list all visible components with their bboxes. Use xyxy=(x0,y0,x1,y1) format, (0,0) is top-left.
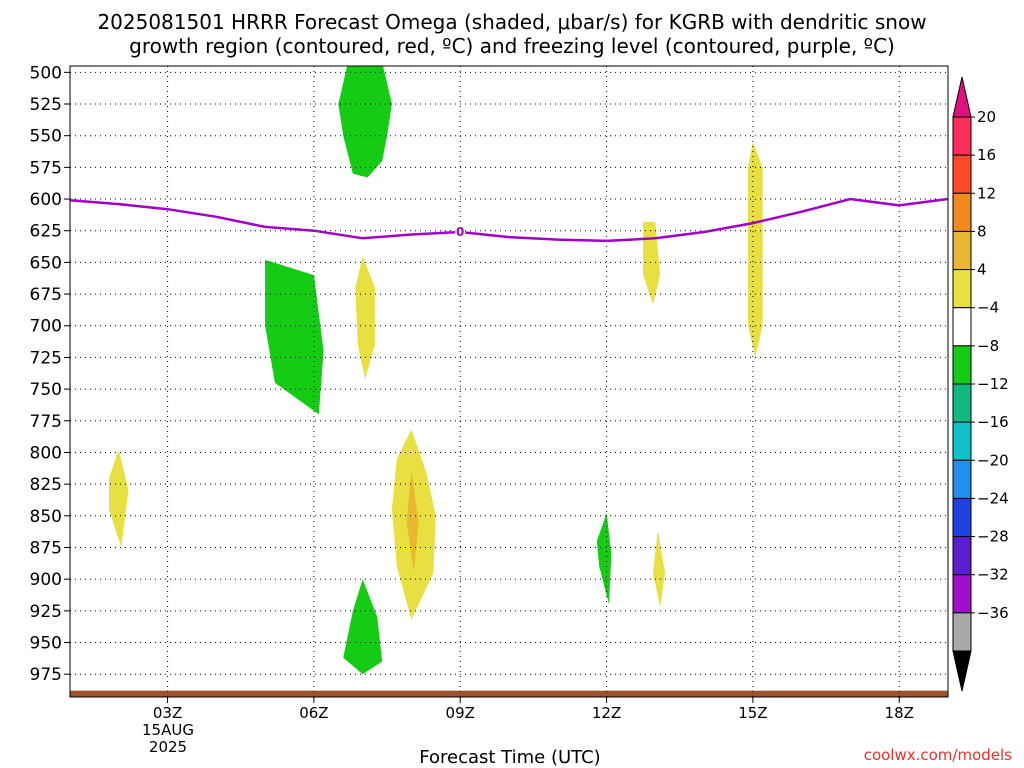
colorbar-label-0: 20 xyxy=(977,108,996,126)
y-tick-label-550: 550 xyxy=(30,127,62,147)
y-tick-label-575: 575 xyxy=(30,158,62,178)
y-tick-label-500: 500 xyxy=(30,63,62,83)
colorbar-label-12: −32 xyxy=(977,566,1009,584)
y-tick-label-625: 625 xyxy=(30,222,62,242)
y-tick-label-900: 900 xyxy=(30,570,62,590)
colorbar-label-7: −12 xyxy=(977,375,1009,393)
x-tick-label-09Z: 09Z xyxy=(446,704,475,722)
chart-title-line2: growth region (contoured, red, ºC) and f… xyxy=(129,34,895,58)
colorbar-label-2: 12 xyxy=(977,184,996,202)
y-tick-label-825: 825 xyxy=(30,475,62,495)
colorbar-bin-12 xyxy=(952,574,972,614)
colorbar-bin-1 xyxy=(952,154,972,194)
omega-region-1 xyxy=(265,259,324,415)
ground-strip xyxy=(70,690,948,697)
omega-region-0 xyxy=(338,66,392,178)
colorbar-label-3: 8 xyxy=(977,222,987,240)
colorbar-bottom-arrow xyxy=(952,650,972,692)
colorbar-label-1: 16 xyxy=(977,146,996,164)
colorbar-bin-10 xyxy=(952,497,972,538)
omega-region-7 xyxy=(596,513,612,605)
y-tick-label-950: 950 xyxy=(30,634,62,654)
colorbar-label-6: −8 xyxy=(977,337,999,355)
colorbar-bin-6 xyxy=(952,345,972,385)
colorbar-bin-4 xyxy=(952,269,972,309)
omega-region-6 xyxy=(343,579,383,675)
x-tick-label-12Z: 12Z xyxy=(592,704,621,722)
x-tick-label-06Z: 06Z xyxy=(299,704,328,722)
colorbar-bin-7 xyxy=(952,383,972,423)
colorbar-label-4: 4 xyxy=(977,261,987,279)
y-tick-label-800: 800 xyxy=(30,443,62,463)
y-tick-label-525: 525 xyxy=(30,95,62,115)
colorbar-bin-9 xyxy=(952,459,972,499)
y-tick-label-700: 700 xyxy=(30,317,62,337)
y-tick-label-775: 775 xyxy=(30,412,62,432)
plot-content: 0 xyxy=(70,66,948,697)
omega-region-10 xyxy=(748,142,763,358)
omega-region-9 xyxy=(643,221,661,305)
y-tick-label-725: 725 xyxy=(30,348,62,368)
omega-region-8 xyxy=(652,531,666,607)
x-tick-label-18Z: 18Z xyxy=(885,704,914,722)
colorbar-bin-8 xyxy=(952,421,972,461)
chart-title-line1: 2025081501 HRRR Forecast Omega (shaded, … xyxy=(97,10,926,34)
freezing-level-label-bg xyxy=(455,223,466,239)
y-tick-label-675: 675 xyxy=(30,285,62,305)
colorbar-label-5: −4 xyxy=(977,299,999,317)
colorbar-label-8: −16 xyxy=(977,413,1009,431)
x-tick-label-15Z: 15Z xyxy=(738,704,767,722)
y-tick-label-600: 600 xyxy=(30,190,62,210)
colorbar-label-11: −28 xyxy=(977,528,1009,546)
y-tick-label-850: 850 xyxy=(30,507,62,527)
colorbar-bin-2 xyxy=(952,192,972,232)
y-tick-label-925: 925 xyxy=(30,602,62,622)
colorbar-bin-13 xyxy=(952,612,972,652)
colorbar: 20 16 12 8 4 −4 −8 −12 −16 −20 −24 −28 −32 −36 xyxy=(952,76,1009,692)
freezing-level-line xyxy=(70,197,948,243)
plot-frame xyxy=(69,65,949,698)
colorbar-bin-0 xyxy=(952,116,972,156)
colorbar-label-10: −24 xyxy=(977,489,1009,507)
y-tick-label-875: 875 xyxy=(30,538,62,558)
x-tick-label-03Z: 03Z xyxy=(153,704,182,722)
y-tick-label-975: 975 xyxy=(30,665,62,685)
colorbar-label-9: −20 xyxy=(977,451,1009,469)
credit-label: coolwx.com/models xyxy=(864,746,1012,764)
date-label-line1: 15AUG xyxy=(142,721,194,739)
freezing-level-label: 0 xyxy=(456,225,464,239)
date-label-line2: 2025 xyxy=(149,738,187,756)
colorbar-top-arrow xyxy=(952,76,972,118)
omega-region-2 xyxy=(355,256,375,379)
colorbar-label-13: −36 xyxy=(977,604,1009,622)
colorbar-bin-3 xyxy=(952,230,972,271)
x-axis-title: Forecast Time (UTC) xyxy=(419,747,600,768)
y-tick-label-650: 650 xyxy=(30,253,62,273)
y-tick-label-750: 750 xyxy=(30,380,62,400)
colorbar-bin-5 xyxy=(952,307,972,347)
colorbar-bin-11 xyxy=(952,536,972,576)
omega-region-3 xyxy=(109,449,129,548)
plot-area: 0 500 525 550 575 600 625 650 675 700 725 750 775 800… xyxy=(30,63,949,722)
